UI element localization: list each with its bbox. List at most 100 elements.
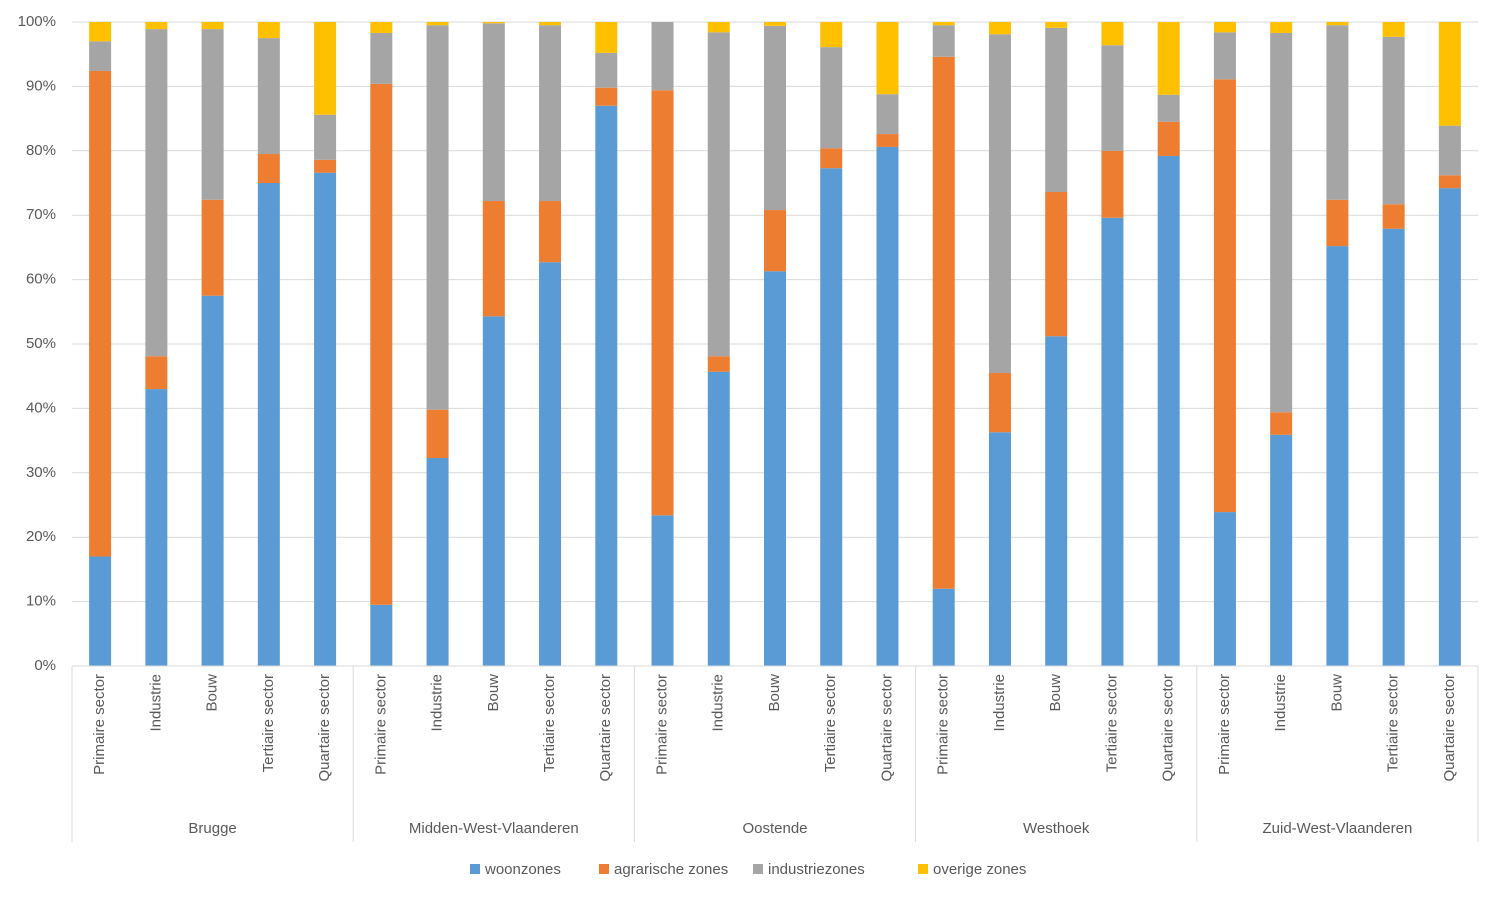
x-tick-label: Primaire sector [91,674,108,775]
bar-segment [1382,228,1405,666]
bar-segment [201,199,224,296]
bar-segment [988,34,1011,373]
bar-segment [876,94,899,135]
bar-segment [370,83,393,605]
bar-segment [89,70,112,557]
y-tick-label: 0% [34,657,56,674]
legend-label: industriezones [768,861,865,878]
bar-segment [145,22,168,30]
x-tick-label: Industrie [991,674,1008,732]
bar-segment [1101,217,1124,666]
x-tick-label: Quartaire sector [597,674,614,782]
bar-segment [1213,79,1236,513]
x-tick-label: Industrie [1272,674,1289,732]
x-tick-label: Industrie [429,674,446,732]
bar-segment [314,22,337,115]
bar-segment [482,22,505,24]
bar-segment [707,32,730,357]
x-tick-label: Bouw [204,674,221,712]
bar-segment [257,154,280,183]
group-label: Oostende [742,820,807,837]
bar-segment [1438,175,1461,189]
bar-segment [1213,22,1236,33]
bar-segment [426,22,449,26]
x-tick-label: Bouw [485,674,502,712]
y-tick-label: 90% [26,77,56,94]
bar-segment [595,22,618,53]
legend-label: woonzones [484,861,561,878]
x-tick-label: Quartaire sector [1160,674,1177,782]
bar-segment [1270,22,1293,33]
bar-segment [370,604,393,666]
x-tick-label: Primaire sector [1216,674,1233,775]
bar-segment [1270,434,1293,666]
y-tick-label: 20% [26,528,56,545]
bar-segment [1326,199,1349,247]
bar-segment [932,588,955,666]
bar-segment [201,29,224,200]
bar-segment [257,22,280,39]
x-tick-label: Tertiaire sector [260,674,277,772]
y-tick-label: 10% [26,593,56,610]
x-tick-label: Quartaire sector [316,674,333,782]
bar-segment [1157,121,1180,156]
bar-segment [89,22,112,42]
y-tick-label: 70% [26,206,56,223]
legend-marker [470,864,480,874]
bar-segment [1438,22,1461,126]
bar-segment [89,556,112,666]
bar-segment [314,114,337,160]
bar-segment [1157,94,1180,122]
bar-segment [820,148,843,169]
bar-segment [707,22,730,33]
bar-segment [988,22,1011,35]
bar-segment [1270,32,1293,413]
bar-segment [820,22,843,48]
bar-segment [89,41,112,71]
legend-marker [753,864,763,874]
bar-segment [764,210,786,272]
bar-segment [539,25,562,202]
bar-segment [1101,45,1124,151]
group-label: Brugge [188,820,236,837]
bar-segment [257,183,280,666]
bar-segment [988,372,1011,433]
bar-segment [1438,188,1461,667]
bar-segment [1157,155,1180,666]
x-tick-label: Quartaire sector [1441,674,1458,782]
x-tick-label: Tertiaire sector [1103,674,1120,772]
bar-segment [988,432,1011,666]
x-tick-label: Bouw [766,674,783,712]
bar-segment [370,22,393,33]
x-tick-label: Quartaire sector [878,674,895,782]
bar-segment [1045,22,1068,28]
x-tick-label: Tertiaire sector [1385,674,1402,772]
bar-segment [1326,22,1349,26]
bar-segment [1213,32,1236,80]
bar-segment [1326,246,1349,666]
bar-segment [1157,22,1180,95]
x-tick-label: Tertiaire sector [541,674,558,772]
legend-label: overige zones [933,861,1026,878]
bar-segment [1382,36,1405,205]
bar-segment [257,38,280,155]
y-tick-label: 40% [26,399,56,416]
bar-segment [1438,125,1461,176]
bar-segment [314,172,337,667]
bar-segment [651,90,674,516]
bar-segment [876,134,899,147]
bar-segment [426,457,449,666]
bar-segment [1382,204,1405,229]
group-label: Zuid-West-Vlaanderen [1263,820,1413,837]
bar-segment [707,356,730,372]
bar-segment [932,56,955,589]
bar-segment [201,22,224,30]
bar-segment [932,25,955,57]
bar-segment [1382,22,1405,37]
x-tick-label: Bouw [1328,674,1345,712]
y-tick-label: 60% [26,271,56,288]
legend-marker [918,864,928,874]
legend-marker [599,864,609,874]
bar-segment [595,87,618,106]
